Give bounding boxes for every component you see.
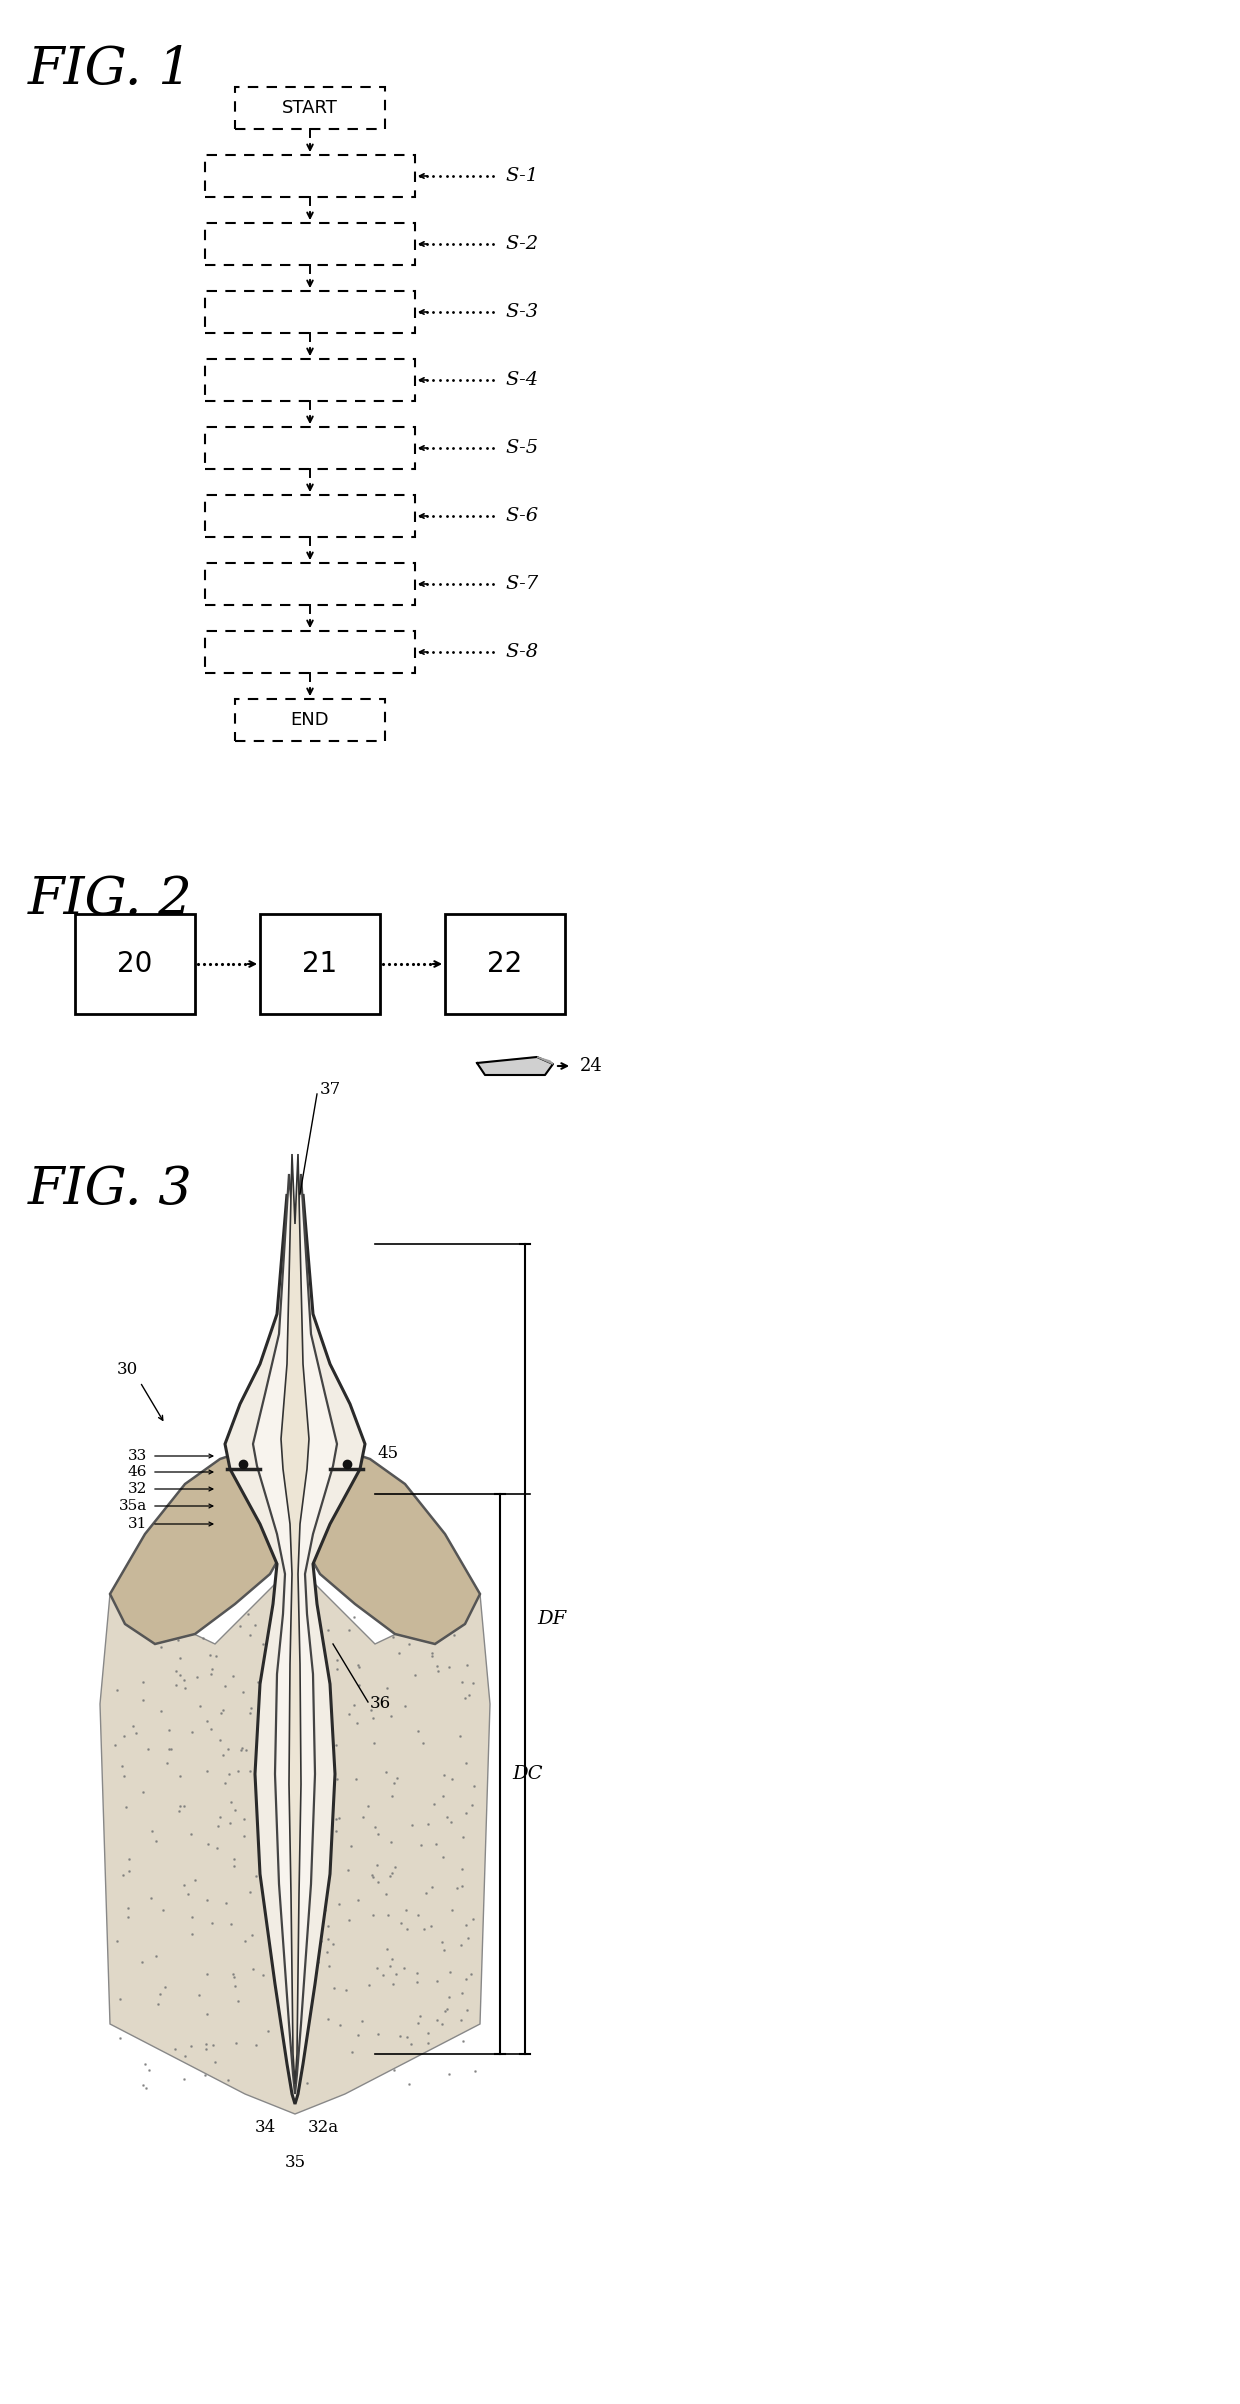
Bar — [74, 914, 195, 1014]
Text: 31: 31 — [128, 1517, 148, 1531]
Text: 36: 36 — [370, 1695, 391, 1712]
Bar — [236, 700, 384, 740]
Text: 21: 21 — [303, 950, 337, 978]
Text: 46: 46 — [128, 1464, 148, 1478]
Polygon shape — [100, 1584, 490, 2113]
Text: S-1: S-1 — [505, 166, 538, 185]
Text: 32a: 32a — [308, 2118, 339, 2137]
Bar — [205, 563, 415, 606]
Bar — [236, 87, 384, 130]
Bar — [205, 495, 415, 536]
Text: 33: 33 — [128, 1450, 148, 1464]
Polygon shape — [281, 1154, 309, 2084]
Text: 35: 35 — [284, 2154, 305, 2171]
Text: 24: 24 — [580, 1058, 603, 1075]
Bar — [260, 914, 379, 1014]
Text: FIG. 3: FIG. 3 — [29, 1164, 192, 1214]
Bar — [205, 428, 415, 469]
Text: END: END — [290, 712, 330, 728]
Text: 30: 30 — [117, 1361, 138, 1377]
Bar — [205, 224, 415, 264]
Text: 22: 22 — [487, 950, 522, 978]
Text: 45: 45 — [377, 1445, 398, 1462]
Text: 37: 37 — [320, 1079, 341, 1099]
Text: DC: DC — [512, 1765, 543, 1784]
Text: DF: DF — [537, 1611, 567, 1628]
Polygon shape — [224, 1195, 365, 2104]
Text: S-4: S-4 — [505, 370, 538, 389]
Polygon shape — [477, 1058, 553, 1075]
Text: S-2: S-2 — [505, 236, 538, 252]
Bar — [205, 358, 415, 401]
Text: S-6: S-6 — [505, 507, 538, 524]
Text: FIG. 2: FIG. 2 — [29, 875, 192, 926]
Text: S-5: S-5 — [505, 440, 538, 457]
Text: 34: 34 — [254, 2118, 275, 2137]
Text: 32: 32 — [128, 1481, 148, 1495]
Polygon shape — [253, 1173, 337, 2094]
Text: S-3: S-3 — [505, 303, 538, 322]
Text: FIG. 1: FIG. 1 — [29, 43, 192, 96]
Text: S-7: S-7 — [505, 575, 538, 594]
Text: START: START — [281, 99, 339, 118]
Polygon shape — [537, 1058, 553, 1065]
Bar — [445, 914, 565, 1014]
Text: 20: 20 — [118, 950, 153, 978]
Bar — [205, 154, 415, 197]
Polygon shape — [295, 1450, 480, 1644]
Polygon shape — [110, 1450, 295, 1644]
Text: S-8: S-8 — [505, 642, 538, 661]
Bar — [205, 630, 415, 673]
Bar — [205, 291, 415, 334]
Text: 35a: 35a — [119, 1500, 148, 1512]
